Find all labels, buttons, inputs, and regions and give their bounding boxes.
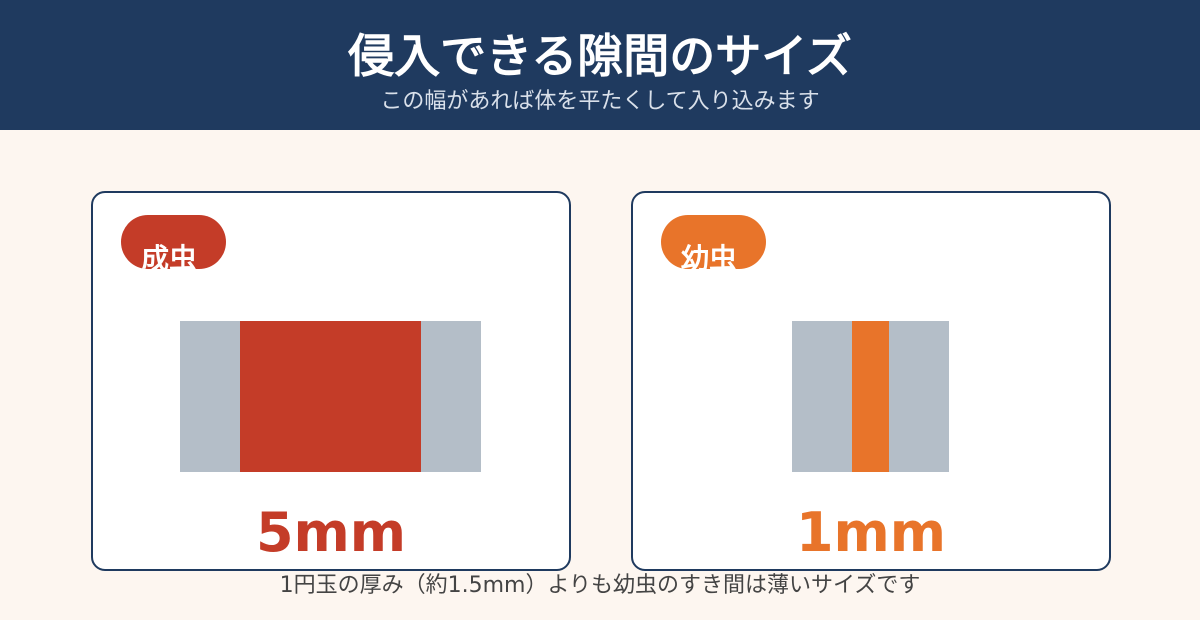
- gap-value: 1mm: [795, 501, 947, 564]
- gap: [240, 321, 421, 472]
- footer-note: 1円玉の厚み（約1.5mm）よりも幼虫のすき間は薄いサイズです: [279, 573, 921, 598]
- gap-illustration: [180, 321, 481, 472]
- gap-value: 5mm: [255, 501, 407, 564]
- gap-illustration: [792, 321, 949, 472]
- card: 幼虫 1mm: [631, 191, 1111, 571]
- badge: 幼虫: [661, 215, 766, 269]
- title: 侵入できる隙間のサイズ: [348, 29, 852, 83]
- badge-label: 幼虫: [681, 242, 738, 269]
- gap: [852, 321, 889, 472]
- card: 成虫 5mm: [91, 191, 571, 571]
- subtitle: この幅があれば体を平たくして入り込みます: [380, 89, 820, 114]
- badge-label: 成虫: [141, 242, 198, 269]
- header: 侵入できる隙間のサイズ この幅があれば体を平たくして入り込みます: [0, 0, 1200, 130]
- badge: 成虫: [121, 215, 226, 269]
